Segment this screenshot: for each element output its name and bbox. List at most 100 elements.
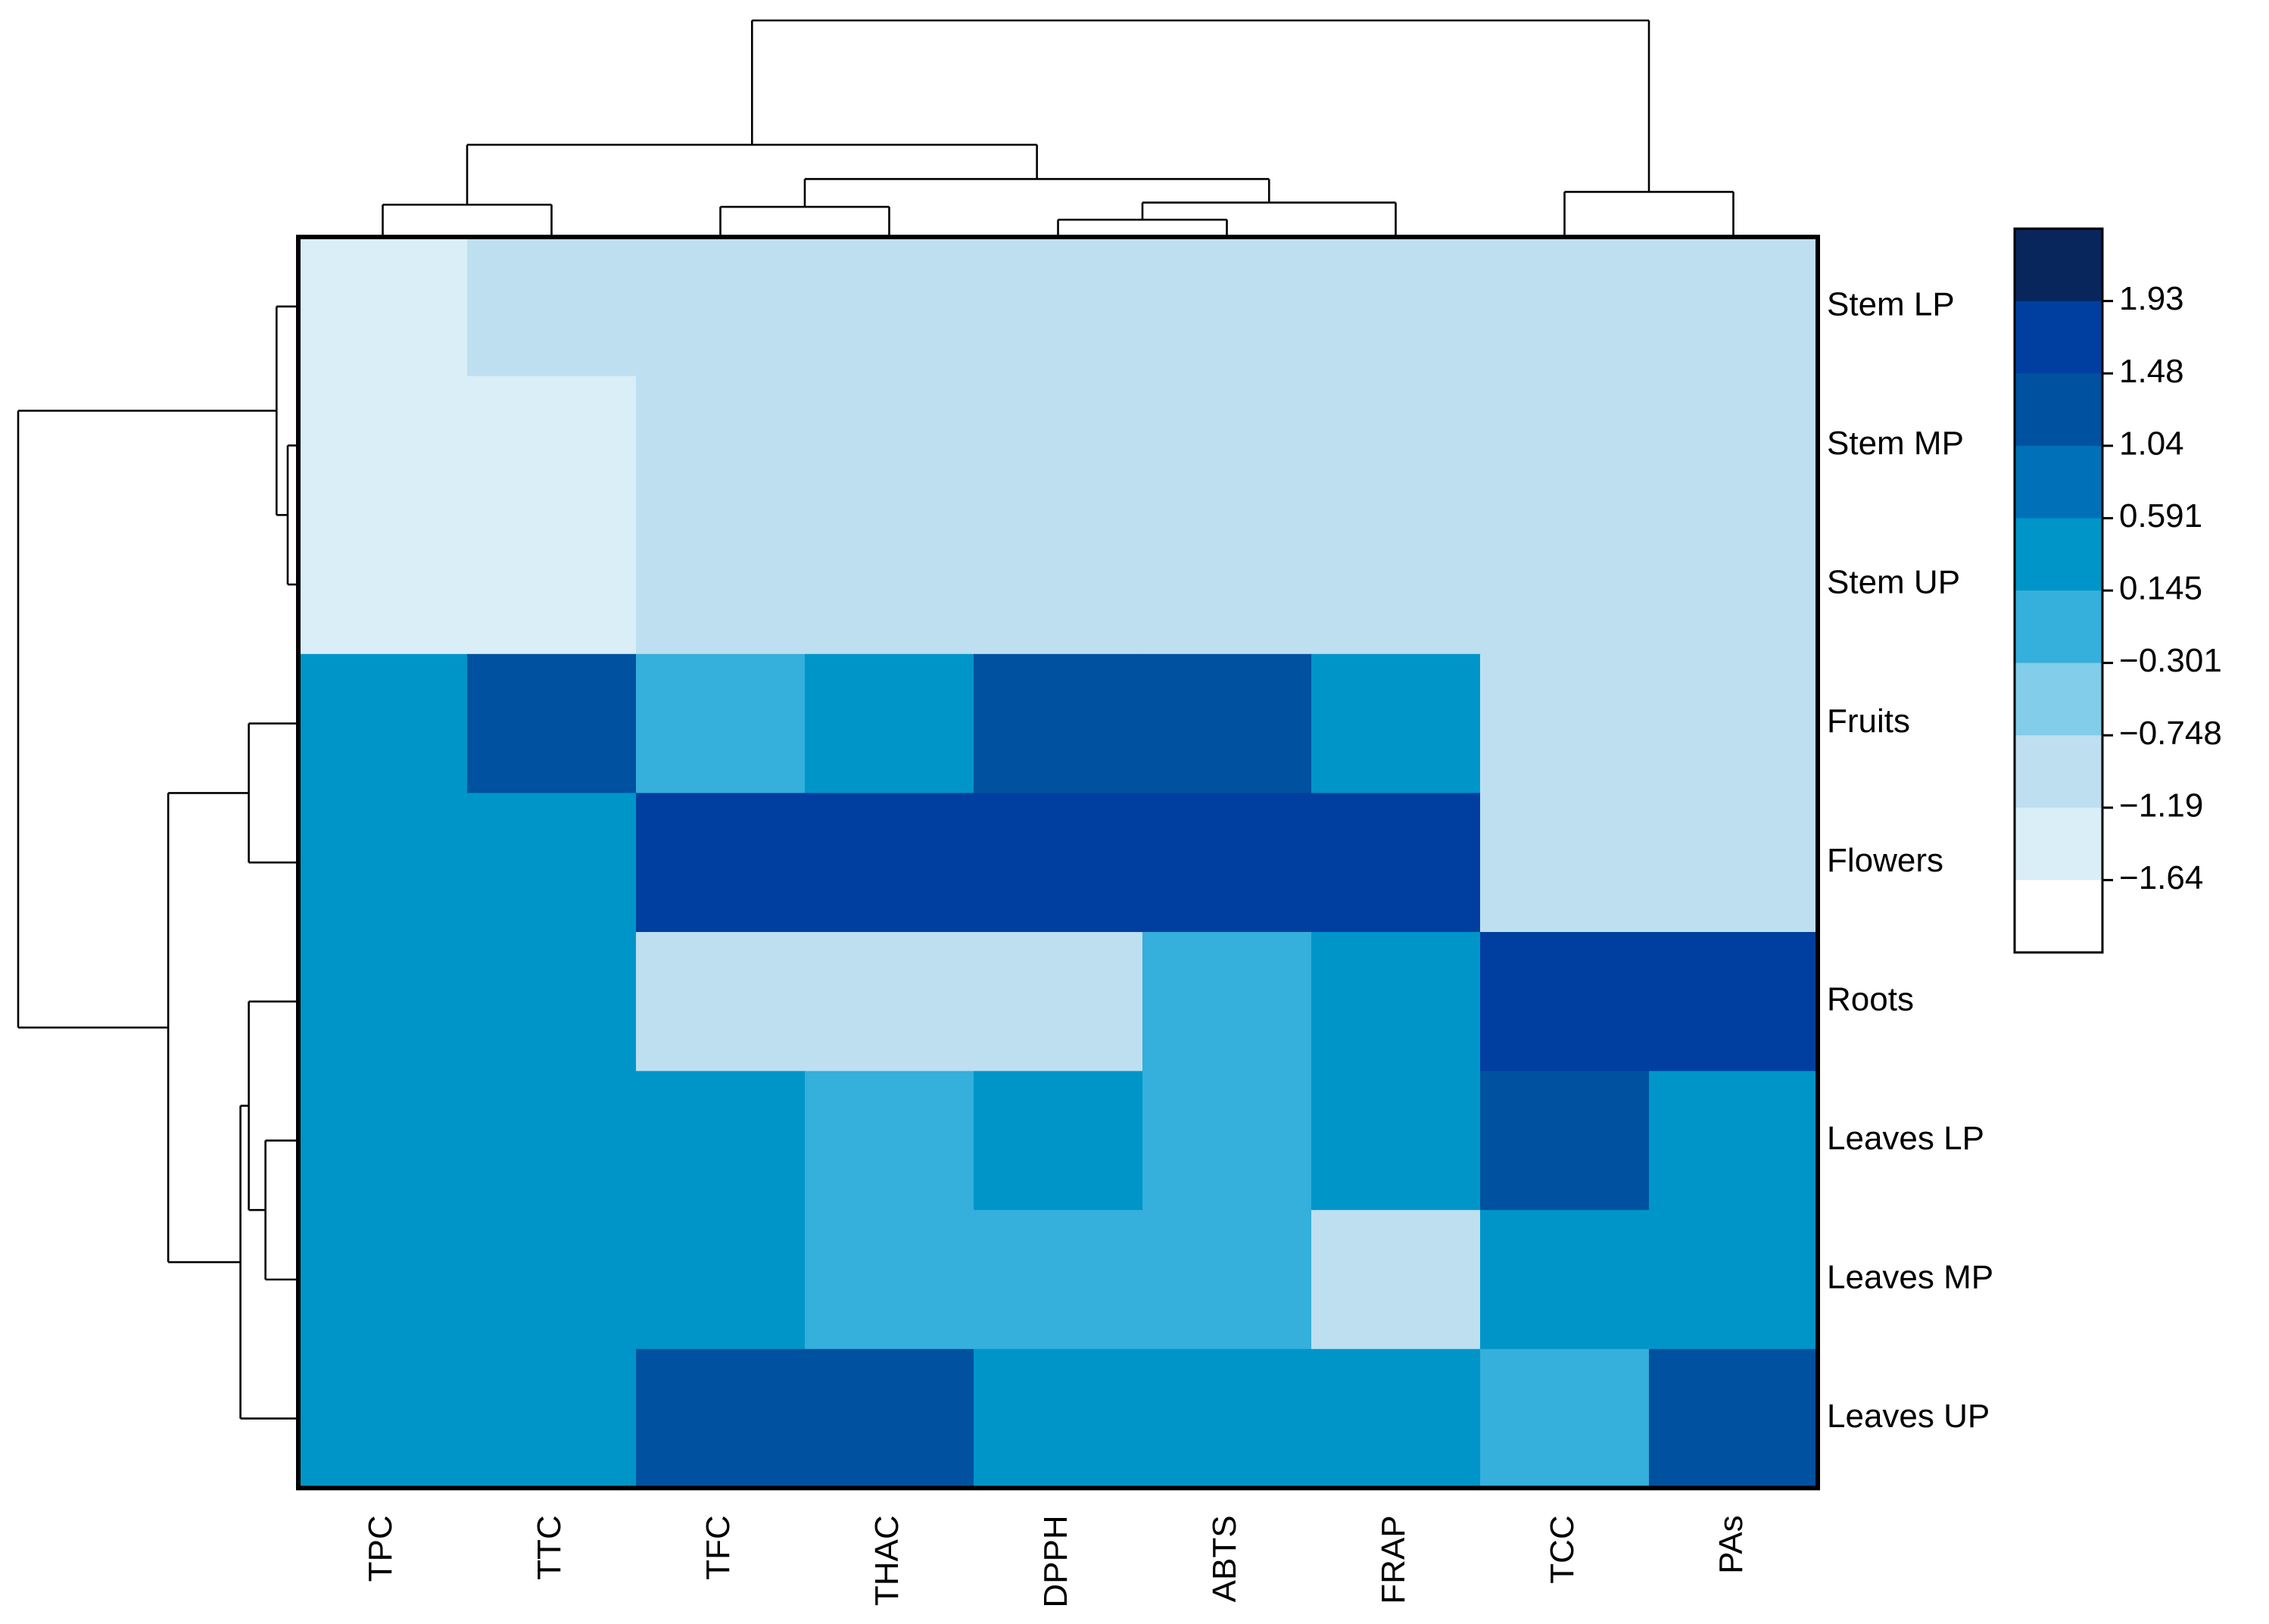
legend-swatch-3	[2015, 445, 2102, 519]
heatmap-cell-leaves-lp-ttc	[467, 1071, 637, 1211]
heatmap-cell-roots-frap	[1311, 932, 1481, 1072]
heatmap-cell-stem-mp-tpc	[298, 376, 468, 516]
column-label-dpph: DPPH	[1037, 1515, 1074, 1607]
heatmap-cell-flowers-tpc	[298, 793, 468, 933]
row-label-flowers: Flowers	[1827, 842, 1943, 879]
heatmap-cell-roots-tpc	[298, 932, 468, 1072]
heatmap-cell-leaves-lp-tpc	[298, 1071, 468, 1211]
heatmap-cell-leaves-mp-ttc	[467, 1210, 637, 1350]
heatmap-cell-roots-abts	[1142, 932, 1312, 1072]
heatmap-cell-leaves-lp-pas	[1649, 1071, 1819, 1211]
row-label-roots: Roots	[1827, 980, 1914, 1018]
legend-tick-label-4: 0.145	[2119, 570, 2202, 607]
legend-tick-label-5: −0.301	[2119, 642, 2222, 679]
heatmap-cells	[298, 237, 1819, 1488]
heatmap-cell-stem-mp-pas	[1649, 376, 1819, 516]
heatmap-cell-leaves-up-pas	[1649, 1348, 1819, 1488]
heatmap-cell-stem-up-tpc	[298, 515, 468, 655]
heatmap-cell-flowers-pas	[1649, 793, 1819, 933]
heatmap-frame	[296, 235, 1820, 1491]
heatmap-cell-leaves-mp-tfc	[636, 1210, 806, 1350]
heatmap-cell-flowers-tcc	[1480, 793, 1650, 933]
heatmap-cell-stem-lp-pas	[1649, 237, 1819, 377]
heatmap-cell-leaves-lp-frap	[1311, 1071, 1481, 1211]
heatmap-cell-leaves-mp-tpc	[298, 1210, 468, 1350]
heatmap-cell-leaves-lp-thac	[805, 1071, 974, 1211]
legend-swatch-1	[2015, 301, 2102, 374]
heatmap-cell-leaves-up-tfc	[636, 1348, 806, 1488]
column-label-frap: FRAP	[1375, 1515, 1412, 1604]
heatmap-cell-roots-tcc	[1480, 932, 1650, 1072]
column-dendrogram	[382, 19, 1734, 235]
row-label-stem-up: Stem UP	[1827, 564, 1960, 601]
heatmap-cell-roots-dpph	[974, 932, 1143, 1072]
heatmap-cell-leaves-lp-dpph	[974, 1071, 1143, 1211]
heatmap-cell-leaves-up-tpc	[298, 1348, 468, 1488]
heatmap-cell-stem-up-dpph	[974, 515, 1143, 655]
heatmap-cell-stem-up-ttc	[467, 515, 637, 655]
heatmap-cell-leaves-up-frap	[1311, 1348, 1481, 1488]
column-label-abts: ABTS	[1206, 1515, 1243, 1602]
heatmap-cell-stem-mp-tfc	[636, 376, 806, 516]
heatmap-cell-stem-lp-tfc	[636, 237, 806, 377]
heatmap-cell-stem-lp-abts	[1142, 237, 1312, 377]
heatmap-cell-stem-lp-tpc	[298, 237, 468, 377]
heatmap-cell-flowers-abts	[1142, 793, 1312, 933]
heatmap-cell-roots-thac	[805, 932, 974, 1072]
column-label-thac: THAC	[868, 1515, 905, 1606]
heatmap-cell-leaves-lp-abts	[1142, 1071, 1312, 1211]
heatmap-cell-stem-lp-tcc	[1480, 237, 1650, 377]
heatmap-cell-stem-up-tfc	[636, 515, 806, 655]
heatmap-cell-stem-lp-frap	[1311, 237, 1481, 377]
heatmap-cell-fruits-tcc	[1480, 653, 1650, 793]
heatmap-cell-stem-up-thac	[805, 515, 974, 655]
heatmap-cell-leaves-mp-tcc	[1480, 1210, 1650, 1350]
row-dendrogram	[17, 305, 296, 1420]
column-label-ttc: TTC	[531, 1515, 568, 1580]
legend-swatch-9	[2015, 880, 2102, 953]
heatmap-cell-fruits-tpc	[298, 653, 468, 793]
row-label-leaves-up: Leaves UP	[1827, 1398, 1990, 1435]
heatmap-cell-fruits-abts	[1142, 653, 1312, 793]
heatmap-cell-stem-up-tcc	[1480, 515, 1650, 655]
heatmap-cell-roots-pas	[1649, 932, 1819, 1072]
heatmap-cell-stem-up-frap	[1311, 515, 1481, 655]
heatmap-cell-leaves-up-abts	[1142, 1348, 1312, 1488]
heatmap-cell-flowers-ttc	[467, 793, 637, 933]
column-label-tfc: TFC	[700, 1515, 737, 1580]
legend-tick-label-8: −1.64	[2119, 859, 2203, 896]
heatmap-cell-stem-lp-dpph	[974, 237, 1143, 377]
legend-swatch-5	[2015, 591, 2102, 664]
heatmap-cell-stem-mp-ttc	[467, 376, 637, 516]
heatmap-cell-fruits-ttc	[467, 653, 637, 793]
heatmap-cell-fruits-tfc	[636, 653, 806, 793]
legend-tick-label-7: −1.19	[2119, 787, 2203, 824]
heatmap-cell-flowers-frap	[1311, 793, 1481, 933]
heatmap-cell-leaves-mp-pas	[1649, 1210, 1819, 1350]
column-label-tcc: TCC	[1544, 1515, 1581, 1583]
column-label-pas: PAs	[1713, 1515, 1750, 1573]
heatmap-cell-stem-mp-dpph	[974, 376, 1143, 516]
legend-tick-label-0: 1.93	[2119, 280, 2184, 317]
legend-tick-label-2: 1.04	[2119, 425, 2184, 462]
heatmap-cell-fruits-pas	[1649, 653, 1819, 793]
row-label-leaves-lp: Leaves LP	[1827, 1120, 1984, 1157]
heatmap-cell-stem-up-pas	[1649, 515, 1819, 655]
heatmap-cell-stem-mp-frap	[1311, 376, 1481, 516]
heatmap-cell-roots-tfc	[636, 932, 806, 1072]
heatmap-cell-leaves-up-dpph	[974, 1348, 1143, 1488]
heatmap-cell-fruits-frap	[1311, 653, 1481, 793]
heatmap-cell-leaves-mp-thac	[805, 1210, 974, 1350]
legend-swatch-0	[2015, 229, 2102, 302]
legend-tick-label-6: −0.748	[2119, 715, 2222, 752]
row-labels: Stem LP Stem MP Stem UP Fruits Flowers Roots L…	[1827, 285, 1993, 1435]
heatmap-cell-leaves-lp-tfc	[636, 1071, 806, 1211]
color-legend: 1.93 1.48 1.04 0.591 0.145 −0.301 −0.748 −1.19 −…	[2013, 227, 2222, 954]
column-labels: TPC TTC TFC THAC DPPH ABTS FRAP TCC PAs	[362, 1515, 1750, 1607]
row-label-stem-lp: Stem LP	[1827, 285, 1955, 323]
heatmap-cell-flowers-thac	[805, 793, 974, 933]
heatmap-cell-leaves-mp-dpph	[974, 1210, 1143, 1350]
heatmap-cell-roots-ttc	[467, 932, 637, 1072]
heatmap-cell-stem-lp-thac	[805, 237, 974, 377]
